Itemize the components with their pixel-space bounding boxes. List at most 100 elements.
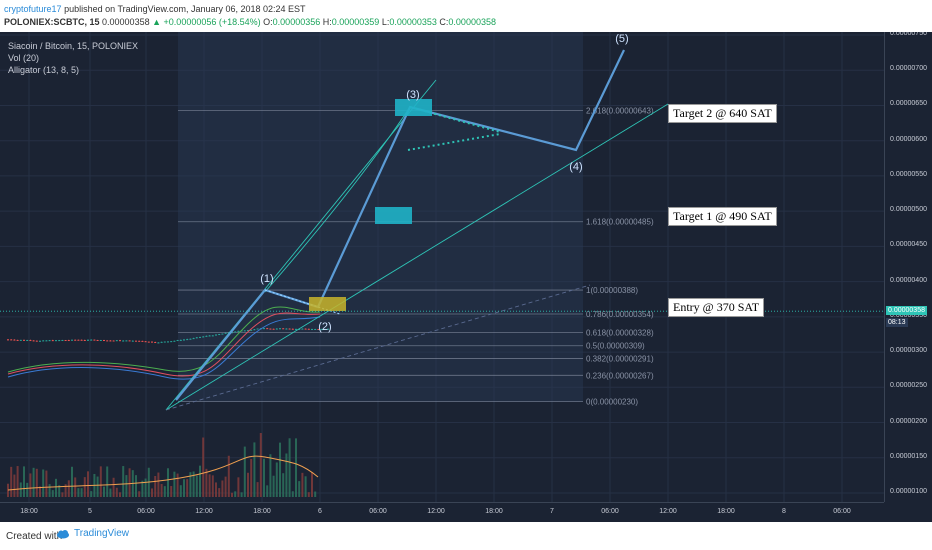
candle-body bbox=[323, 328, 326, 330]
candle-body bbox=[55, 340, 57, 342]
candle-body bbox=[7, 339, 9, 341]
candle-body bbox=[115, 340, 118, 342]
candle-body bbox=[234, 331, 237, 333]
volume-bar bbox=[291, 491, 294, 497]
volume-bar bbox=[234, 491, 237, 497]
volume-bar bbox=[275, 462, 278, 497]
legend-volume: Vol (20) bbox=[8, 53, 40, 63]
candle-body bbox=[199, 336, 201, 338]
candle-body bbox=[272, 328, 275, 330]
time-tick: 06:00 bbox=[601, 508, 619, 515]
elliott-wave-path bbox=[175, 49, 625, 401]
candle-body bbox=[147, 341, 150, 343]
volume-bar bbox=[304, 476, 307, 497]
candle-body bbox=[10, 339, 13, 341]
volume-bar bbox=[202, 437, 205, 497]
volume-bar bbox=[256, 482, 259, 497]
volume-bar bbox=[224, 476, 227, 497]
open-value: 0.00000356 bbox=[272, 17, 321, 27]
price-tick: 0.00000100 bbox=[890, 488, 927, 495]
candle-body bbox=[103, 340, 105, 342]
change-value: +0.00000056 (+18.54%) bbox=[163, 17, 261, 27]
volume-bar bbox=[250, 459, 253, 497]
candle-body bbox=[157, 342, 160, 344]
alligator-teeth bbox=[7, 312, 321, 377]
publish-line: cryptofuture17 published on TradingView.… bbox=[4, 4, 306, 15]
candle-body bbox=[99, 340, 102, 342]
price-tick: 0.00000150 bbox=[890, 452, 927, 460]
tradingview-logo[interactable]: TradingView bbox=[56, 528, 129, 539]
volume-bar bbox=[13, 474, 16, 497]
price-tick: 0.00000450 bbox=[890, 241, 927, 249]
volume-bar bbox=[138, 491, 141, 497]
volume-ma-line bbox=[7, 455, 319, 491]
fib-label: 0(0.00000230) bbox=[586, 397, 638, 406]
candle-body bbox=[106, 340, 109, 342]
price-tick: 0.00000250 bbox=[890, 382, 927, 390]
candle-body bbox=[195, 337, 198, 339]
volume-bar bbox=[128, 468, 131, 497]
chart-legend: Siacoin / Bitcoin, 15, POLONIEX Vol (20)… bbox=[8, 40, 138, 76]
volume-bar bbox=[218, 488, 221, 497]
volume-bar bbox=[151, 488, 153, 497]
candle-body bbox=[183, 339, 185, 341]
entry-label: Entry @ 370 SAT bbox=[668, 298, 765, 317]
candle-body bbox=[119, 340, 121, 342]
candle-body bbox=[13, 339, 16, 341]
volume-bar bbox=[167, 468, 169, 497]
volume-bar bbox=[115, 487, 118, 497]
candle-body bbox=[243, 330, 246, 332]
candle-body bbox=[167, 341, 169, 343]
time-tick: 6 bbox=[318, 508, 322, 515]
volume-bar bbox=[215, 482, 217, 497]
volume-bar bbox=[208, 474, 211, 497]
fib-label: 0.618(0.00000328) bbox=[586, 328, 654, 337]
candle-body bbox=[298, 328, 301, 330]
candle-body bbox=[135, 340, 137, 342]
candle-body bbox=[61, 339, 64, 341]
trend-dashed bbox=[165, 284, 591, 411]
volume-bar bbox=[272, 475, 275, 497]
volume-bar bbox=[199, 465, 201, 497]
time-tick: 06:00 bbox=[833, 508, 851, 515]
price-tick: 0.00000700 bbox=[890, 65, 927, 73]
volume-bar bbox=[211, 475, 214, 497]
candle-body bbox=[192, 338, 195, 340]
time-tick: 06:00 bbox=[137, 508, 155, 515]
volume-bar bbox=[58, 485, 61, 497]
price-tick: 0.00000750 bbox=[890, 32, 927, 37]
volume-bar bbox=[311, 472, 313, 497]
chart-area[interactable]: 2.618(0.00000643) 1.618(0.00000485) 1(0.00… bbox=[0, 32, 932, 522]
candle-body bbox=[87, 339, 89, 341]
candle-body bbox=[179, 339, 182, 341]
symbol-label: POLONIEX:SCBTC, 15 bbox=[4, 17, 100, 27]
candle-body bbox=[301, 328, 304, 330]
time-axis[interactable]: 18:00 5 06:00 12:00 18:00 6 06:00 12:00 18:00 7 06… bbox=[0, 502, 884, 522]
candle-body bbox=[247, 330, 249, 332]
volume-bar bbox=[77, 488, 80, 497]
candle-body bbox=[144, 341, 147, 343]
target-1-label: Target 1 @ 490 SAT bbox=[668, 207, 777, 226]
candle-body bbox=[221, 333, 224, 335]
author-link[interactable]: cryptofuture17 bbox=[4, 4, 62, 14]
volume-bar bbox=[10, 466, 13, 497]
price-plot[interactable]: 2.618(0.00000643) 1.618(0.00000485) 1(0.00… bbox=[0, 32, 884, 502]
volume-bar bbox=[183, 479, 185, 497]
low-value: 0.00000353 bbox=[389, 17, 437, 27]
volume-bar bbox=[301, 472, 304, 497]
low-label: L: bbox=[381, 17, 390, 27]
wave-label-w3: (3) bbox=[406, 89, 419, 101]
volume-bar bbox=[42, 469, 45, 497]
price-tick: 0.00000350 bbox=[890, 311, 927, 319]
candle-body bbox=[58, 340, 61, 342]
volume-bar bbox=[119, 492, 121, 497]
candle-body bbox=[189, 338, 192, 340]
volume-bar bbox=[96, 476, 99, 497]
candle-body bbox=[109, 340, 112, 342]
price-axis[interactable]: 0.00000750 0.00000700 0.00000650 0.00000600… bbox=[884, 32, 932, 502]
candle-body bbox=[138, 340, 141, 342]
created-with-text: Created with bbox=[6, 531, 63, 542]
volume-bar bbox=[80, 488, 83, 497]
candle-body bbox=[304, 328, 307, 330]
volume-bar bbox=[51, 490, 54, 497]
